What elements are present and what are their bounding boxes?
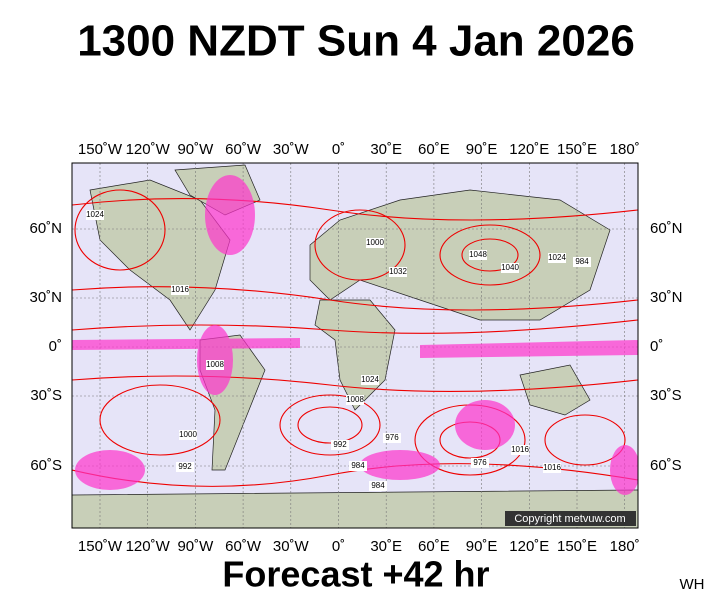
longitude-label-top: 150˚W [78, 141, 123, 158]
isobar-label-bg [366, 238, 384, 248]
longitude-label-top: 0˚ [332, 141, 345, 158]
isobar-label: 1016 [171, 285, 189, 294]
isobar-label-bg [471, 458, 489, 468]
isobar-label-bg [469, 250, 487, 260]
longitude-label-top: 180˚ [610, 141, 640, 158]
region-code: WH [680, 576, 705, 593]
longitude-label-top: 30˚W [273, 141, 310, 158]
isobar-label-bg [511, 445, 529, 455]
isobar-label: 1000 [366, 238, 384, 247]
longitude-label-top: 90˚E [466, 141, 498, 158]
longitude-label-top: 30˚E [370, 141, 402, 158]
isobar-label: 984 [575, 257, 589, 266]
isobar-label-bg [346, 395, 364, 405]
isobar-label-bg [501, 263, 519, 273]
isobar-label: 1000 [179, 430, 197, 439]
map-area: 1024 1016 1008 1000 1032 1048 1040 1024 984 992 97… [72, 163, 638, 528]
longitude-label-bottom: 90˚W [177, 538, 214, 555]
isobar-label: 992 [333, 440, 347, 449]
longitude-label-bottom: 0˚ [332, 538, 345, 555]
isobar-label: 1024 [361, 375, 379, 384]
longitude-label-bottom: 30˚E [370, 538, 402, 555]
isobar-label-bg [349, 461, 367, 471]
isobar-label-bg [573, 257, 591, 267]
isobar-label-bg [331, 440, 349, 450]
isobar-label-bg [206, 360, 224, 370]
longitude-label-bottom: 120˚W [126, 538, 171, 555]
longitude-label-bottom: 150˚W [78, 538, 123, 555]
isobar-label: 1024 [86, 210, 104, 219]
isobar-label: 1040 [501, 263, 519, 272]
isobar-label: 1008 [346, 395, 364, 404]
map-frame [71, 162, 639, 529]
isobar-label-bg [86, 210, 104, 220]
isobar-label: 984 [351, 461, 365, 470]
copyright: Copyright metvuw.com [514, 513, 625, 525]
isobar-label-bg [548, 253, 566, 263]
latitude-label-left: 0˚ [49, 338, 62, 355]
isobar-label-bg [171, 285, 189, 295]
longitude-label-bottom: 60˚E [418, 538, 450, 555]
forecast-label: Forecast +42 hr [222, 554, 489, 595]
isobar-label: 984 [371, 481, 385, 490]
longitude-label-bottom: 60˚W [225, 538, 262, 555]
longitude-label-bottom: 180˚ [610, 538, 640, 555]
latitude-label-right: 0˚ [650, 338, 663, 355]
isobar-label: 1048 [469, 250, 487, 259]
longitude-label-bottom: 120˚E [509, 538, 549, 555]
longitude-label-bottom: 90˚E [466, 538, 498, 555]
longitude-label-top: 120˚W [126, 141, 171, 158]
latitude-label-left: 30˚N [29, 289, 62, 306]
isobar-label: 1008 [206, 360, 224, 369]
longitude-label-top: 60˚E [418, 141, 450, 158]
isobar-label-bg [361, 375, 379, 385]
latitude-label-right: 60˚S [650, 457, 682, 474]
isobar-labels: 1024 1016 1008 1000 1032 1048 1040 1024 984 992 97… [86, 210, 591, 491]
copyright-box [505, 511, 636, 526]
isobar-label-bg [369, 481, 387, 491]
isobar-label: 992 [178, 462, 192, 471]
isobar-label-bg [179, 430, 197, 440]
isobar-label-bg [389, 267, 407, 277]
isobar-label-bg [543, 463, 561, 473]
isobar-label: 976 [385, 433, 399, 442]
isobar-label: 1016 [543, 463, 561, 472]
isobar-label: 1016 [511, 445, 529, 454]
precipitation [72, 175, 638, 495]
isobar-label: 1032 [389, 267, 407, 276]
latitude-label-left: 60˚S [30, 457, 62, 474]
longitude-label-top: 90˚W [177, 141, 214, 158]
latitude-label-left: 60˚N [29, 220, 62, 237]
latitude-label-right: 30˚S [650, 387, 682, 404]
latitude-label-right: 60˚N [650, 220, 683, 237]
longitude-label-top: 60˚W [225, 141, 262, 158]
latitude-label-right: 30˚N [650, 289, 683, 306]
isobar-label-bg [176, 462, 194, 472]
latitude-label-left: 30˚S [30, 387, 62, 404]
longitude-label-bottom: 150˚E [557, 538, 597, 555]
isobar-label: 976 [473, 458, 487, 467]
longitude-label-bottom: 30˚W [273, 538, 310, 555]
title: 1300 NZDT Sun 4 Jan 2026 [77, 17, 635, 66]
isobars [72, 189, 638, 487]
isobar-label: 1024 [548, 253, 566, 262]
longitude-label-top: 120˚E [509, 141, 549, 158]
longitude-label-top: 150˚E [557, 141, 597, 158]
isobar-label-bg [383, 433, 401, 443]
